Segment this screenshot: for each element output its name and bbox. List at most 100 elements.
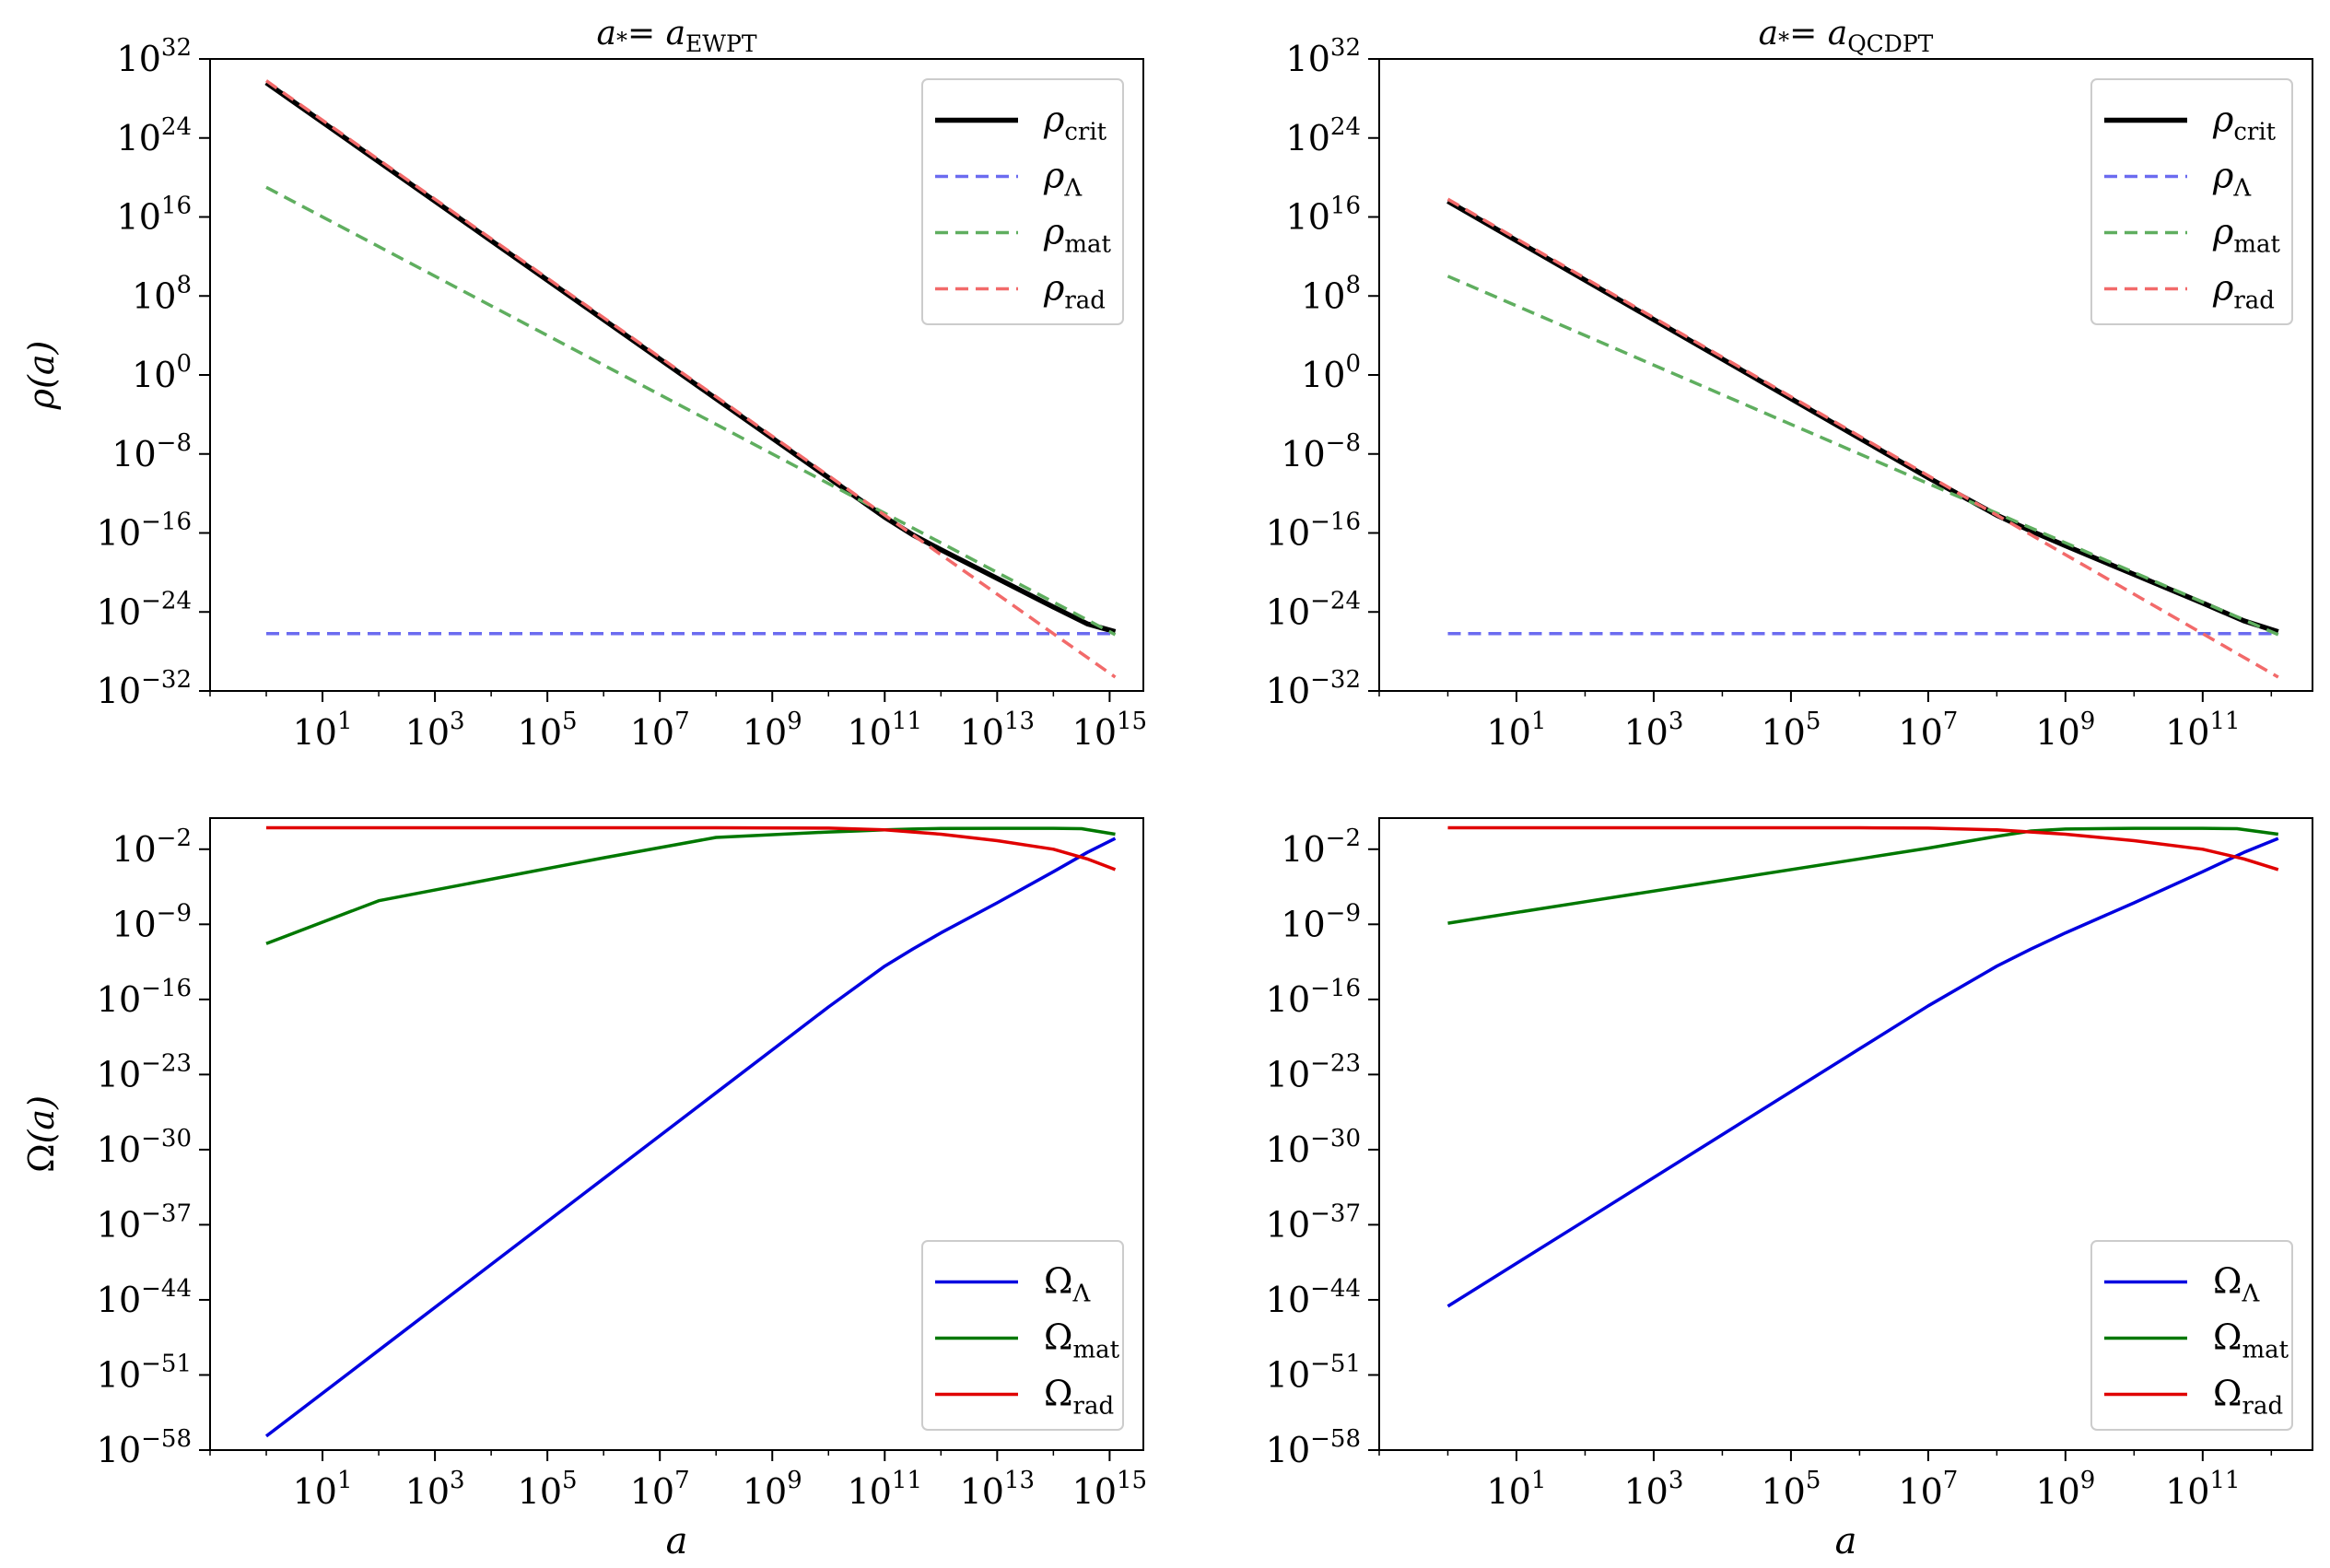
y-tick-label: 10−37 [1266, 1199, 1361, 1245]
x-tick-label: 105 [518, 708, 578, 753]
y-tick-label: 10−44 [97, 1275, 192, 1320]
x-tick-label: 101 [293, 708, 353, 753]
legend-entry-mat: Ωmat [1044, 1317, 1120, 1364]
x-tick-label: 1011 [2165, 1467, 2240, 1512]
axes-frame [1378, 817, 2313, 1451]
y-tick-label: 10−30 [1266, 1125, 1361, 1170]
x-tick-label: 101 [293, 1467, 353, 1512]
series-line-Λ [1446, 837, 2279, 1308]
y-tick-label: 10−32 [97, 666, 192, 711]
chart-panel-bottom-right: 101 103 105 107 109 1011 10−2 10−9 10−16 10−23 10−… [1266, 817, 2313, 1562]
chart-panel-bottom-left: 101 103 105 107 109 1011 1013 1015 10−2 10−9 10−16… [21, 817, 1147, 1562]
y-tick-label: 108 [132, 271, 192, 316]
x-tick-label: 103 [1623, 1467, 1683, 1512]
y-tick-label: 10−23 [1266, 1049, 1361, 1094]
x-tick-label: 103 [405, 1467, 465, 1512]
x-tick-label: 1013 [960, 1467, 1035, 1512]
y-tick-label: 10−30 [97, 1125, 192, 1170]
series-group [264, 79, 1117, 679]
series-line-mat [1447, 826, 2279, 925]
series-line-rad [266, 825, 1117, 872]
y-tick-label: 10−16 [97, 975, 192, 1020]
y-tick-label: 10−16 [97, 509, 192, 554]
x-tick-label: 1015 [1072, 708, 1147, 753]
legend-entry-Λ: ρΛ [1043, 156, 1083, 203]
x-tick-label: 103 [405, 708, 465, 753]
series-line-crit [1446, 199, 2279, 635]
legend: ρcrit ρΛ ρmat ρrad [921, 78, 1124, 325]
x-tick-label: 105 [1761, 708, 1821, 753]
x-tick-label: 109 [743, 1467, 802, 1512]
legend: ΩΛ Ωmat Ωrad [2090, 1240, 2293, 1431]
y-tick-label: 1024 [1286, 113, 1361, 158]
legend-frame [2090, 1240, 2293, 1431]
y-tick-label: 10−24 [97, 587, 192, 632]
x-tick-label: 105 [1761, 1467, 1821, 1512]
y-tick-label: 10−23 [97, 1049, 192, 1094]
x-tick-label: 109 [2035, 1467, 2095, 1512]
series-line-Λ [264, 837, 1117, 1438]
y-tick-label: 10−32 [1266, 666, 1361, 711]
axes-frame [209, 817, 1144, 1451]
y-tick-label: 10−8 [111, 429, 192, 474]
series-line-mat [1446, 275, 2279, 637]
y-tick-label: 10−24 [1266, 587, 1361, 632]
y-tick-label: 10−44 [1266, 1275, 1361, 1320]
legend-entry-rad: ρrad [1043, 268, 1106, 315]
legend-entry-crit: ρcrit [1043, 99, 1107, 146]
legend-entry-rad: Ωrad [1044, 1374, 1114, 1421]
x-tick-label: 107 [1898, 708, 1958, 753]
legend-entry-Λ: ρΛ [2212, 156, 2252, 203]
x-tick-label: 1013 [960, 708, 1035, 753]
series-line-rad [1446, 197, 2279, 679]
x-axis-label: a [666, 1520, 688, 1562]
legend-entry-mat: Ωmat [2213, 1317, 2289, 1364]
y-axis-label: Ω(a) [21, 1095, 62, 1173]
x-tick-label: 1011 [848, 708, 922, 753]
x-tick-label: 105 [518, 1467, 578, 1512]
y-tick-label: 10−2 [111, 825, 192, 870]
y-tick-label: 100 [1301, 350, 1361, 395]
x-tick-label: 107 [630, 1467, 690, 1512]
y-tick-label: 100 [132, 350, 192, 395]
chart-panel-top-right: 101 103 105 107 109 1011 1032 1024 1016 108 100 10−… [1266, 15, 2313, 753]
y-tick-label: 1016 [1286, 193, 1361, 238]
series-line-mat [265, 185, 1117, 637]
chart-panel-top-left: 101 103 105 107 109 1011 1013 1015 1032 1024 1016 1… [21, 15, 1147, 753]
y-tick-label: 10−8 [1281, 429, 1361, 474]
y-tick-label: 1024 [117, 113, 192, 158]
panel-title: a*= aEWPT [597, 15, 757, 57]
legend-entry-mat: ρmat [2212, 212, 2280, 259]
legend: ρcrit ρΛ ρmat ρrad [2090, 78, 2293, 325]
panel-title: a*= aQCDPT [1759, 15, 1934, 57]
y-tick-label: 10−58 [1266, 1425, 1361, 1470]
y-tick-label: 10−51 [97, 1350, 192, 1395]
y-tick-label: 108 [1301, 271, 1361, 316]
x-tick-label: 107 [1898, 1467, 1958, 1512]
y-tick-label: 10−16 [1266, 509, 1361, 554]
y-tick-label: 10−9 [1281, 899, 1361, 944]
series-group [1446, 197, 2279, 679]
y-tick-label: 1032 [1286, 34, 1361, 79]
x-axis-label: a [1835, 1520, 1857, 1562]
y-tick-label: 10−37 [97, 1199, 192, 1245]
y-axis-label: ρ(a) [21, 341, 62, 411]
series-group [1446, 825, 2279, 1308]
legend-frame [2090, 78, 2293, 325]
legend-entry-Λ: ΩΛ [1044, 1261, 1092, 1308]
y-tick-label: 10−16 [1266, 975, 1361, 1020]
legend-entry-rad: ρrad [2212, 268, 2275, 315]
series-line-rad [264, 79, 1117, 679]
legend-frame [921, 1240, 1124, 1431]
x-tick-label: 1011 [848, 1467, 922, 1512]
y-tick-label: 1016 [117, 193, 192, 238]
y-tick-label: 10−2 [1281, 825, 1361, 870]
legend-entry-crit: ρcrit [2212, 99, 2277, 146]
x-tick-label: 109 [2035, 708, 2095, 753]
legend: ΩΛ Ωmat Ωrad [921, 1240, 1124, 1431]
legend-entry-Λ: ΩΛ [2213, 1261, 2261, 1308]
x-tick-label: 103 [1623, 708, 1683, 753]
legend-entry-rad: Ωrad [2213, 1374, 2283, 1421]
legend-frame [921, 78, 1124, 325]
series-line-mat [265, 826, 1116, 945]
